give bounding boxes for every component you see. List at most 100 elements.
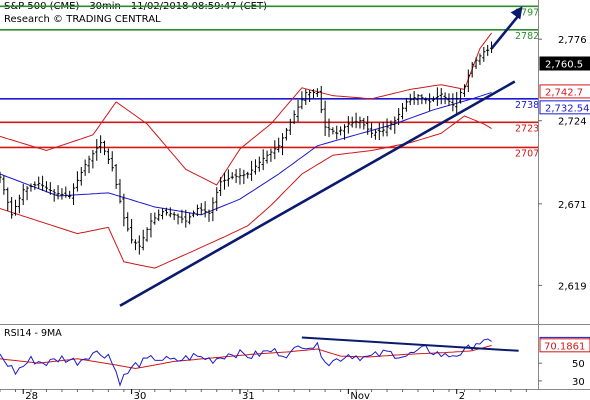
ohlc-bar bbox=[323, 100, 327, 137]
ohlc-bar bbox=[435, 87, 439, 106]
ohlc-bar bbox=[253, 159, 258, 175]
ohlc-bar bbox=[261, 149, 265, 171]
ohlc-bar bbox=[304, 89, 308, 105]
ohlc-bar bbox=[230, 172, 234, 180]
ohlc-bar bbox=[25, 186, 29, 201]
ohlc-bar bbox=[21, 183, 25, 206]
ohlc-bar bbox=[149, 213, 153, 238]
ohlc-bar bbox=[474, 57, 478, 69]
price-axis-label: 2,724 bbox=[558, 117, 587, 128]
ohlc-bar bbox=[52, 189, 56, 202]
ohlc-bar bbox=[29, 183, 33, 192]
ohlc-bar bbox=[2, 175, 6, 195]
ohlc-bar bbox=[346, 116, 350, 134]
ohlc-bar bbox=[99, 135, 103, 154]
price-panel: 2797 2782 2738 2723 2707 bbox=[0, 5, 539, 307]
ohlc-bar bbox=[141, 229, 145, 251]
ohlc-bar bbox=[354, 112, 358, 129]
ohlc-bar bbox=[458, 89, 463, 104]
rsi-moving-average-line bbox=[0, 345, 492, 370]
ohlc-bar bbox=[102, 140, 107, 156]
ohlc-bar bbox=[397, 108, 401, 126]
ohlc-bar bbox=[191, 210, 196, 218]
ohlc-bar bbox=[145, 227, 149, 242]
ohlc-bar bbox=[455, 91, 459, 114]
rsi-label: RSI14 - 9MA bbox=[4, 328, 62, 339]
ohlc-bar bbox=[157, 209, 161, 222]
ohlc-bar bbox=[269, 148, 273, 162]
ohlc-bar bbox=[308, 89, 312, 102]
ohlc-bar bbox=[203, 201, 207, 218]
ohlc-bar bbox=[482, 46, 486, 62]
ohlc-bar bbox=[280, 133, 285, 156]
ohlc-bar bbox=[431, 96, 436, 102]
rsi-trendline bbox=[301, 336, 519, 352]
ohlc-bar bbox=[315, 88, 319, 97]
ohlc-bar bbox=[451, 93, 455, 112]
ohlc-bar bbox=[95, 139, 99, 161]
ohlc-bar bbox=[373, 129, 378, 140]
ohlc-bar bbox=[284, 127, 289, 141]
ohlc-bar bbox=[400, 102, 405, 120]
ohlc-bar bbox=[188, 212, 192, 225]
ohlc-bar bbox=[226, 169, 230, 187]
ohlc-bar bbox=[393, 116, 397, 134]
price-axis-label: 2,671 bbox=[558, 200, 587, 211]
ohlc-bar bbox=[211, 197, 215, 222]
moving-average-line bbox=[0, 92, 492, 216]
level-label-2782: 2782 bbox=[515, 31, 539, 42]
ohlc-bar bbox=[462, 84, 467, 97]
rsi-axis-label: 30 bbox=[572, 377, 585, 388]
ohlc-bar bbox=[0, 171, 2, 184]
ohlc-bar bbox=[257, 156, 261, 172]
time-axis-label: Nov bbox=[350, 391, 370, 400]
ohlc-bar bbox=[311, 89, 316, 99]
price-tag-box bbox=[539, 100, 590, 115]
rsi-tag-70.1861: 70.1861 bbox=[539, 338, 590, 353]
ohlc-bar bbox=[292, 110, 296, 125]
ohlc-bar bbox=[176, 213, 180, 225]
ohlc-bar bbox=[273, 140, 277, 160]
ohlc-bar bbox=[91, 149, 95, 169]
ohlc-bar bbox=[428, 93, 432, 112]
ohlc-bar bbox=[342, 124, 347, 140]
ohlc-bar bbox=[470, 62, 474, 78]
ohlc-bar bbox=[114, 164, 118, 189]
ohlc-bar bbox=[17, 194, 21, 214]
ohlc-bar bbox=[118, 179, 122, 204]
price-axis-label: 2,619 bbox=[558, 281, 587, 292]
ohlc-bar bbox=[377, 122, 381, 141]
price-tag-2,742.7: 2,742.7 bbox=[539, 84, 590, 99]
ohlc-bar bbox=[126, 212, 130, 232]
ohlc-bar bbox=[408, 93, 412, 106]
rsi-panel bbox=[0, 336, 519, 387]
ohlc-bar bbox=[246, 171, 250, 179]
rsi-tag-box bbox=[539, 338, 590, 353]
price-tag-2,760.5: 2,760.5 bbox=[539, 56, 590, 71]
level-label-2707: 2707 bbox=[515, 148, 539, 159]
ohlc-bar bbox=[238, 168, 242, 185]
ohlc-bar bbox=[37, 176, 41, 189]
ohlc-bar bbox=[242, 169, 246, 185]
ohlc-bar bbox=[319, 85, 323, 114]
ohlc-bar bbox=[56, 185, 60, 200]
ohlc-bar bbox=[420, 94, 424, 105]
ohlc-bar bbox=[129, 218, 134, 244]
ohlc-bar bbox=[199, 203, 203, 215]
research-credit: Research © TRADING CENTRAL bbox=[4, 14, 161, 25]
ohlc-bar bbox=[424, 97, 428, 104]
ohlc-bar bbox=[160, 208, 165, 220]
level-label-2738: 2738 bbox=[515, 100, 539, 111]
ohlc-bar bbox=[327, 118, 331, 137]
uptrend-line bbox=[119, 80, 516, 307]
level-label-2723: 2723 bbox=[515, 123, 539, 134]
ohlc-bar bbox=[164, 207, 169, 216]
bollinger-upper-band bbox=[0, 32, 493, 186]
ohlc-bar bbox=[110, 151, 114, 172]
ohlc-bar bbox=[13, 199, 18, 216]
ohlc-bar bbox=[486, 44, 490, 56]
ohlc-bar bbox=[207, 209, 211, 222]
ohlc-bar bbox=[172, 211, 176, 221]
